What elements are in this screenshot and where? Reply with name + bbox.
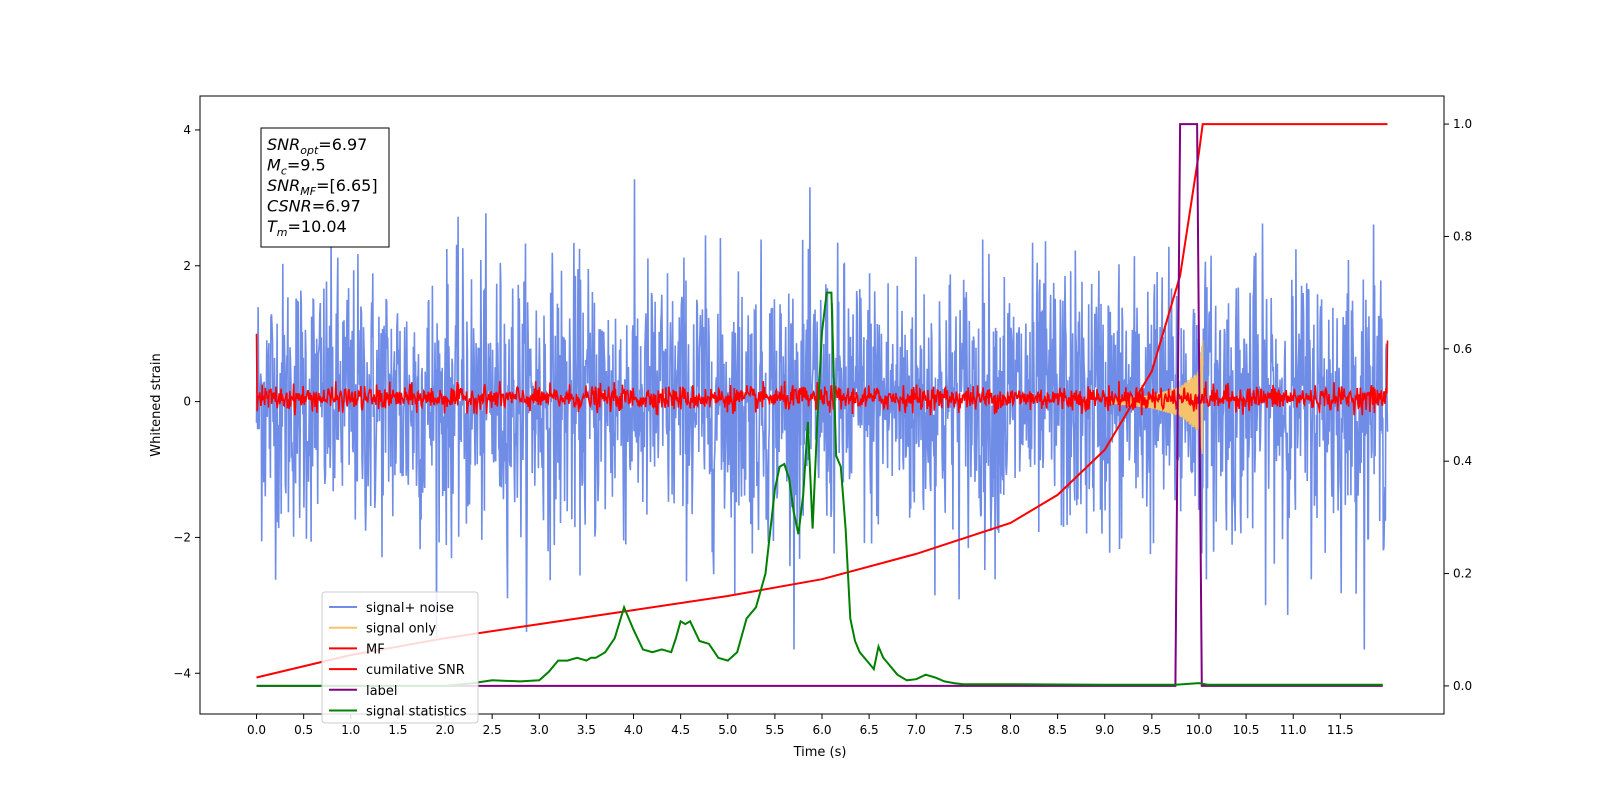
y2-tick-label: 0.6 [1453, 342, 1472, 356]
x-tick-label: 2.5 [483, 723, 502, 737]
x-tick-label: 5.5 [765, 723, 784, 737]
info-subscript: MF [300, 185, 316, 198]
y2-tick-label: 0.8 [1453, 229, 1472, 243]
legend: signal+ noise signal only MF cumilative SNR… [321, 591, 479, 724]
x-tick-label: 4.5 [671, 723, 690, 737]
y-tick-label: 0 [183, 395, 191, 409]
info-box-line: SNRMF=[6.65] [267, 176, 378, 198]
x-tick-label: 0.0 [247, 723, 266, 737]
x-tick-label: 7.5 [954, 723, 973, 737]
y2-tick-label: 0.2 [1453, 567, 1472, 581]
info-box-line: Tm=10.04 [267, 217, 347, 239]
x-tick-label: 1.5 [388, 723, 407, 737]
info-box-line: Mc=9.5 [267, 156, 326, 178]
series-label-line [256, 123, 1383, 687]
legend-entry: signal statistics [366, 705, 467, 720]
series-signal-noise-line [255, 179, 1389, 650]
info-subscript: opt [300, 144, 319, 157]
x-tick-label: 9.5 [1142, 723, 1161, 737]
legend-frame [321, 591, 479, 724]
series-signal-statistics-line [256, 291, 1383, 687]
x-tick-label: 11.0 [1280, 723, 1307, 737]
x-tick-label: 3.5 [577, 723, 596, 737]
x-tick-label: 11.5 [1327, 723, 1354, 737]
x-tick-label: 6.0 [812, 723, 831, 737]
legend-entry: MF [366, 642, 385, 657]
x-tick-label: 7.0 [907, 723, 926, 737]
info-value: =10.04 [288, 217, 347, 236]
y2-tick-label: 0.4 [1453, 454, 1472, 468]
plot-area [255, 123, 1389, 687]
y-tick-label: −4 [173, 666, 191, 680]
x-tick-label: 5.0 [718, 723, 737, 737]
y-tick-label: 4 [183, 123, 191, 137]
info-box-frame [260, 127, 390, 248]
info-box: SNRopt=6.97Mc=9.5SNRMF=[6.65]CSNR=6.97Tm… [260, 127, 390, 248]
y-tick-label: 2 [183, 259, 191, 273]
y-axis-right: 1.0 0.8 0.6 0.4 0.2 0.0 [1444, 117, 1472, 693]
x-tick-label: 2.0 [435, 723, 454, 737]
info-value: =9.5 [287, 156, 326, 175]
info-value: =6.97 [312, 197, 361, 216]
x-tick-label: 1.0 [341, 723, 360, 737]
x-axis: 0.0 0.5 1.0 1.5 2.0 2.5 3.0 3.5 4.0 4.5 5.0 5.5 6.0 6… [247, 714, 1354, 737]
info-symbol: CSNR [267, 197, 312, 216]
series-cumulative-snr-line [256, 123, 1388, 679]
y2-tick-label: 0.0 [1453, 679, 1472, 693]
y2-tick-label: 1.0 [1453, 117, 1472, 131]
info-box-line: CSNR=6.97 [267, 197, 361, 216]
legend-entry: cumilative SNR [366, 663, 465, 678]
x-tick-label: 10.0 [1186, 723, 1213, 737]
info-symbol: SNR [267, 135, 300, 154]
legend-entry: signal only [366, 622, 436, 637]
y-axis-left: 4 2 0 −2 −4 [173, 123, 200, 680]
info-symbol: M [267, 156, 281, 175]
x-tick-label: 6.5 [860, 723, 879, 737]
info-subscript: c [281, 165, 287, 178]
x-tick-label: 4.0 [624, 723, 643, 737]
x-tick-label: 8.5 [1048, 723, 1067, 737]
legend-entry: signal+ noise [366, 601, 454, 616]
x-tick-label: 10.5 [1233, 723, 1260, 737]
x-tick-label: 0.5 [294, 723, 313, 737]
x-tick-label: 8.0 [1001, 723, 1020, 737]
info-subscript: m [277, 226, 288, 239]
x-tick-label: 3.0 [530, 723, 549, 737]
info-box-line: SNRopt=6.97 [267, 135, 367, 157]
info-value: =6.97 [318, 135, 367, 154]
x-tick-label: 9.0 [1095, 723, 1114, 737]
info-symbol: SNR [267, 176, 300, 195]
legend-entry: label [366, 684, 397, 699]
info-symbol: T [267, 217, 278, 236]
y-axis-label: Whitened strain [149, 353, 164, 456]
y-tick-label: −2 [173, 530, 191, 544]
x-axis-label: Time (s) [793, 745, 847, 760]
info-value: =[6.65] [316, 176, 378, 195]
